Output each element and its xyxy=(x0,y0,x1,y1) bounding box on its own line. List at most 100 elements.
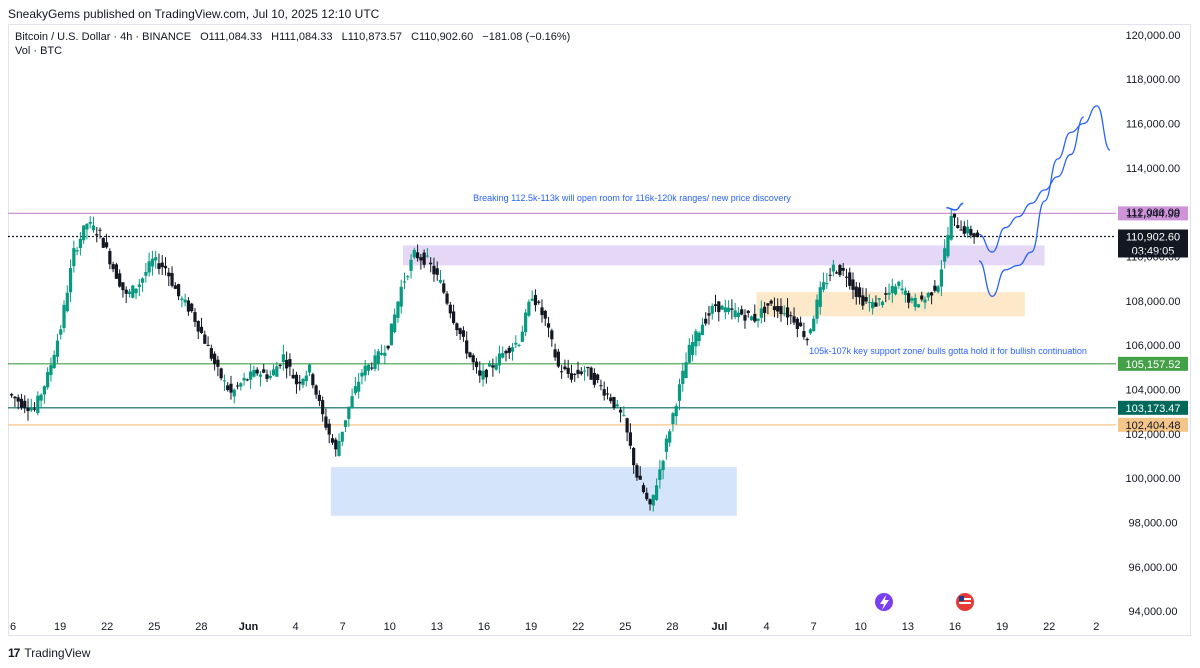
candle-body xyxy=(628,432,632,446)
candle-body xyxy=(743,315,747,321)
candle-body xyxy=(157,263,161,269)
candle-body xyxy=(311,374,315,386)
candle-body xyxy=(645,492,649,500)
candle-body xyxy=(196,320,200,332)
candle-body xyxy=(183,299,187,303)
candle-body xyxy=(543,310,547,319)
y-tick-label: 114,000.00 xyxy=(1126,163,1180,175)
candle-body xyxy=(91,225,96,231)
candle-body xyxy=(409,259,413,271)
candle-body xyxy=(900,288,904,291)
tradingview-logo-icon: 17 xyxy=(8,646,20,660)
orange-support-zone xyxy=(756,291,1025,317)
candle-body xyxy=(39,394,43,401)
candle-body xyxy=(943,248,947,262)
candle-body xyxy=(88,221,92,224)
candle-body xyxy=(412,249,416,258)
candle-body xyxy=(962,226,966,234)
candle-body xyxy=(658,469,662,480)
candle-body xyxy=(298,381,302,384)
price-label-bg-4 xyxy=(1118,417,1188,432)
candle-body xyxy=(203,334,207,344)
candle-body xyxy=(304,375,308,382)
candle-body xyxy=(789,315,793,317)
candle-body xyxy=(429,262,433,265)
candle-body xyxy=(713,304,718,307)
candle-body xyxy=(82,225,86,241)
candle-body xyxy=(740,309,744,315)
candle-body xyxy=(916,304,921,308)
candle-body xyxy=(913,297,917,307)
candle-body xyxy=(880,301,885,306)
candle-body xyxy=(114,264,118,279)
price-label-bg-1 xyxy=(1118,229,1188,258)
candle-body xyxy=(186,300,191,312)
candle-body xyxy=(605,393,610,395)
candle-body xyxy=(556,351,560,367)
candle-body xyxy=(330,438,335,443)
candle-body xyxy=(288,359,292,367)
candle-body xyxy=(393,314,397,333)
candle-body xyxy=(98,229,102,231)
footer-brand[interactable]: 17 TradingView xyxy=(8,646,90,660)
y-tick-label: 102,000.00 xyxy=(1125,429,1180,441)
candle-body xyxy=(697,332,701,342)
candle-body xyxy=(704,318,708,324)
candle-body xyxy=(844,276,849,278)
candle-body xyxy=(206,344,210,346)
candle-body xyxy=(838,265,842,276)
candle-body xyxy=(154,257,158,261)
candle-body xyxy=(26,408,30,412)
candle-body xyxy=(481,370,485,380)
candle-body xyxy=(167,272,171,277)
candle-body xyxy=(438,279,443,283)
candle-body xyxy=(821,282,826,290)
candle-body xyxy=(723,307,727,313)
candle-body xyxy=(795,318,799,329)
candle-body xyxy=(55,340,60,357)
x-tick-label: 6 xyxy=(10,621,16,633)
candle-body xyxy=(612,397,616,408)
candle-body xyxy=(317,394,321,401)
candle-body xyxy=(802,331,806,338)
candle-body xyxy=(465,340,469,354)
candle-body xyxy=(733,310,737,318)
candle-body xyxy=(546,323,551,328)
candle-body xyxy=(965,226,970,234)
candle-body xyxy=(131,285,135,298)
candle-body xyxy=(340,431,344,442)
x-tick-label: 10 xyxy=(855,621,867,633)
candle-body xyxy=(668,431,672,443)
ohlc-open: O111,084.33 xyxy=(200,31,263,43)
candle-body xyxy=(903,290,907,296)
candle-body xyxy=(314,385,318,395)
projection-hook xyxy=(946,202,964,211)
candle-body xyxy=(782,313,786,315)
candle-body xyxy=(219,368,223,379)
candle-body xyxy=(415,252,420,259)
candle-body xyxy=(402,281,407,283)
bullish-projection-path xyxy=(978,116,1085,253)
candle-body xyxy=(95,234,99,236)
candle-body xyxy=(370,367,374,369)
candle-body xyxy=(592,372,596,385)
candle-body xyxy=(785,307,790,318)
candle-body xyxy=(144,272,148,276)
candle-body xyxy=(818,287,822,307)
candle-body xyxy=(952,213,957,218)
candle-body xyxy=(19,398,24,408)
candle-body xyxy=(488,363,492,367)
candle-body xyxy=(651,494,655,506)
candle-body xyxy=(573,373,577,375)
chart-frame xyxy=(8,24,1191,636)
candle-body xyxy=(363,365,367,376)
price-change: −181.08 (−0.16%) xyxy=(482,31,571,43)
candle-body xyxy=(334,439,338,450)
candle-body xyxy=(448,304,452,314)
candle-body xyxy=(615,404,619,407)
candle-body xyxy=(242,377,246,381)
candle-body xyxy=(707,313,711,316)
candle-body xyxy=(435,268,439,275)
x-tick-label: 22 xyxy=(1043,621,1055,633)
